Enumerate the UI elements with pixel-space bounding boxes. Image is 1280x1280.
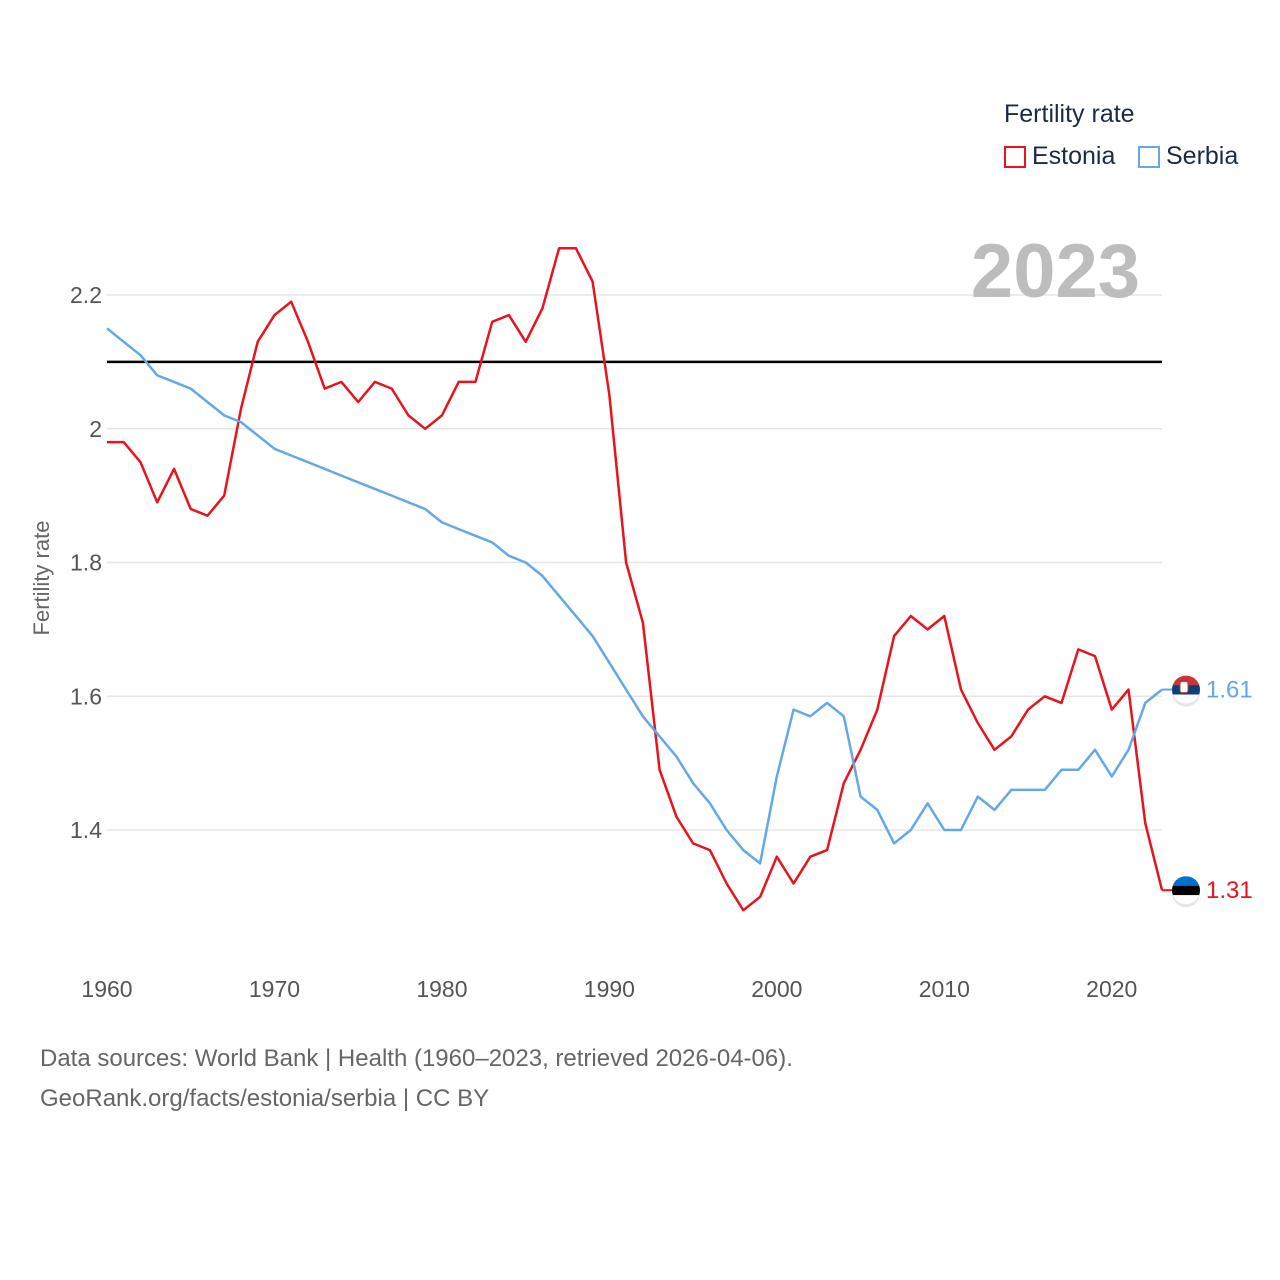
y-axis-ticks: 1.4 1.6 1.8 2 2.2 <box>70 282 102 843</box>
year-stamp: 2023 <box>970 229 1140 314</box>
y-tick-label: 1.4 <box>70 817 102 843</box>
series-line-estonia <box>107 246 1164 912</box>
legend-item-serbia[interactable]: Serbia <box>1138 142 1238 171</box>
y-tick-label: 2 <box>89 416 102 442</box>
end-value-label-serbia: 1.61 <box>1206 677 1253 704</box>
end-value-label-estonia: 1.31 <box>1206 877 1253 904</box>
series-end-markers: 1.31 1.61 <box>1162 675 1253 908</box>
x-tick-label: 1970 <box>249 976 300 1002</box>
legend-label-serbia: Serbia <box>1166 142 1239 170</box>
y-tick-label: 1.8 <box>70 550 102 576</box>
legend-item-estonia[interactable]: Estonia <box>1004 142 1115 171</box>
x-tick-label: 1990 <box>584 976 635 1002</box>
estonia-flag-icon <box>1172 876 1200 908</box>
legend-title: Fertility rate <box>1004 100 1135 128</box>
x-tick-label: 1980 <box>416 976 467 1002</box>
source-line: Data sources: World Bank | Health (1960–… <box>40 1045 793 1072</box>
x-tick-label: 2000 <box>751 976 802 1002</box>
series-line-serbia <box>106 327 1163 865</box>
attribution-line: GeoRank.org/facts/estonia/serbia | CC BY <box>40 1085 490 1112</box>
y-axis-label: Fertility rate <box>29 520 54 636</box>
y-tick-label: 1.6 <box>70 683 102 709</box>
legend-swatch-serbia <box>1138 145 1160 168</box>
series-lines <box>106 246 1164 912</box>
x-tick-label: 2020 <box>1086 976 1137 1002</box>
y-tick-label: 2.2 <box>70 282 102 308</box>
x-axis-ticks: 1960 1970 1980 1990 2000 2010 2020 <box>81 976 1137 1002</box>
x-tick-label: 1960 <box>81 976 132 1002</box>
legend-label-estonia: Estonia <box>1032 142 1116 170</box>
serbia-flag-icon <box>1172 675 1200 707</box>
legend-swatch-estonia <box>1004 145 1026 168</box>
x-tick-label: 2010 <box>919 976 970 1002</box>
grid-lines <box>107 294 1162 831</box>
